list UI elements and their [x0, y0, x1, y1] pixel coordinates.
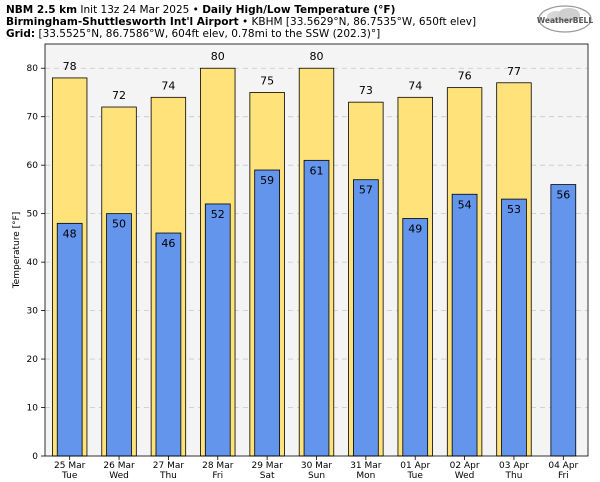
low-temp-bar	[353, 179, 379, 457]
weatherbell-logo: WeatherBELL	[537, 5, 593, 33]
y-tick-label: 70	[27, 113, 39, 123]
low-temp-label: 57	[359, 184, 373, 197]
x-tick-day: Fri	[558, 471, 569, 481]
low-temp-bar	[451, 193, 478, 457]
low-temp-label: 53	[507, 203, 521, 216]
y-tick-label: 30	[27, 307, 39, 317]
y-tick-label: 10	[27, 404, 39, 414]
x-tick-date: 28 Mar	[202, 461, 234, 471]
low-temp-bar	[501, 198, 527, 457]
high-temp-label: 80	[211, 50, 225, 63]
high-temp-label: 75	[260, 74, 274, 87]
y-tick-label: 40	[27, 258, 39, 268]
low-temp-bar	[303, 159, 330, 457]
x-tick-date: 30 Mar	[301, 461, 333, 471]
x-tick-day: Wed	[109, 471, 129, 481]
x-tick-day: Tue	[61, 471, 78, 481]
x-tick-date: 25 Mar	[54, 461, 86, 471]
high-temp-label: 76	[458, 70, 472, 83]
model-name: NBM 2.5 km	[6, 4, 78, 16]
grid-label: Grid:	[6, 28, 36, 40]
low-temp-label: 48	[63, 227, 77, 240]
chart-header-line3: Grid: [33.5525°N, 86.7586°W, 604ft elev,…	[6, 28, 380, 40]
low-temp-label: 56	[556, 189, 570, 202]
high-temp-label: 77	[507, 65, 521, 78]
bars	[52, 67, 577, 457]
station-info: KBHM [33.5629°N, 86.7535°W, 650ft elev]	[251, 16, 477, 28]
x-tick-date: 03 Apr	[499, 461, 529, 471]
x-tick-day: Sat	[260, 471, 275, 481]
grid-info: [33.5525°N, 86.7586°W, 604ft elev, 0.78m…	[38, 28, 381, 40]
low-temp-bar	[56, 222, 83, 457]
init-time: Init 13z 24 Mar 2025	[80, 4, 190, 16]
high-temp-label: 74	[161, 79, 175, 92]
x-tick-day: Thu	[505, 471, 523, 481]
chart-header-line1: NBM 2.5 km Init 13z 24 Mar 2025 • Daily …	[6, 4, 395, 16]
value-labels: 78 48 72 50 74 46 80 52 75 59 80 61 73 57 74 49 76 54 77 53…	[63, 50, 571, 250]
low-temp-label: 49	[408, 222, 422, 235]
x-tick-day: Mon	[356, 471, 375, 481]
y-tick-label: 50	[27, 210, 39, 220]
low-temp-bar	[106, 213, 132, 457]
y-tick-label: 0	[32, 452, 38, 462]
x-tick-day: Tue	[407, 471, 424, 481]
x-tick-date: 02 Apr	[450, 461, 480, 471]
high-temp-label: 74	[408, 79, 422, 92]
low-temp-label: 46	[161, 237, 175, 250]
y-tick-label: 60	[27, 161, 39, 171]
low-temp-bar	[155, 232, 182, 457]
x-tick-day: Thu	[159, 471, 177, 481]
x-tick-date: 31 Mar	[350, 461, 382, 471]
x-tick-date: 27 Mar	[153, 461, 185, 471]
low-temp-label: 59	[260, 174, 274, 187]
low-temp-bar	[204, 203, 231, 457]
x-tick-date: 29 Mar	[251, 461, 283, 471]
high-temp-label: 80	[310, 50, 324, 63]
product-title: Daily High/Low Temperature (°F)	[202, 4, 396, 16]
station-name: Birmingham-Shuttlesworth Int'l Airport	[6, 16, 239, 28]
low-temp-bar	[402, 218, 429, 457]
y-axis-title: Temperature [°F]	[12, 212, 22, 290]
x-tick-day: Wed	[455, 471, 475, 481]
y-tick-label: 80	[27, 64, 39, 74]
y-tick-label: 20	[27, 355, 39, 365]
x-tick-date: 26 Mar	[103, 461, 135, 471]
bullet-separator: •	[192, 4, 199, 16]
logo-text: WeatherBELL	[537, 16, 593, 25]
low-temp-label: 61	[310, 164, 324, 177]
low-temp-label: 54	[458, 198, 472, 211]
low-temp-label: 52	[211, 208, 225, 221]
high-temp-label: 73	[359, 84, 373, 97]
high-temp-label: 78	[63, 60, 77, 73]
x-tick-date: 01 Apr	[400, 461, 430, 471]
low-temp-bar	[254, 169, 280, 457]
x-tick-day: Sun	[308, 471, 325, 481]
bullet-separator: •	[241, 16, 249, 28]
x-tick-day: Fri	[212, 471, 223, 481]
low-temp-label: 50	[112, 218, 126, 231]
x-tick-date: 04 Apr	[548, 461, 578, 471]
low-temp-bar	[550, 184, 577, 457]
chart-header-line2: Birmingham-Shuttlesworth Int'l Airport •…	[6, 16, 476, 28]
high-temp-label: 72	[112, 89, 126, 102]
